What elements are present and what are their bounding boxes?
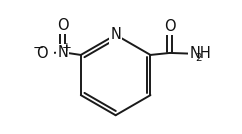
Text: N: N	[57, 45, 68, 60]
Text: O: O	[164, 19, 176, 34]
Text: N: N	[110, 27, 121, 42]
Text: NH: NH	[189, 46, 211, 61]
Text: +: +	[61, 41, 71, 54]
Text: O: O	[57, 18, 68, 33]
Text: 2: 2	[196, 53, 202, 63]
Text: −: −	[32, 42, 44, 55]
Text: O: O	[36, 46, 48, 61]
